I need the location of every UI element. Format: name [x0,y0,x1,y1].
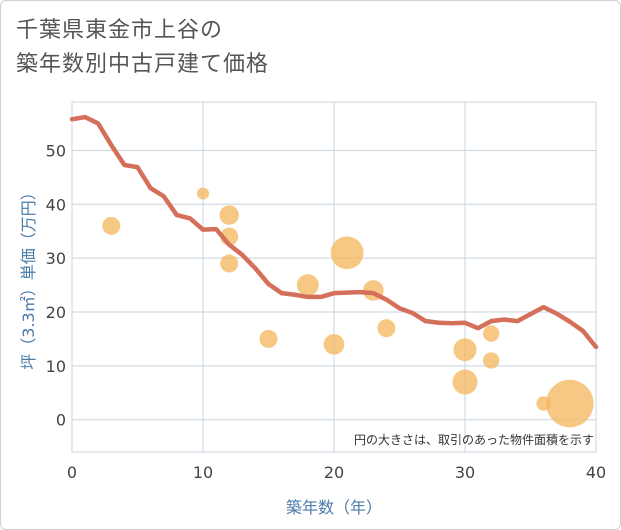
bubble-point [483,325,500,342]
chart-title-line2: 築年数別中古戸建て価格 [16,52,270,77]
y-axis-label: 坪（3.3㎡）単価（万円） [19,184,38,369]
bubble-point [220,254,239,273]
x-tick-label: 40 [586,463,606,482]
chart-title: 千葉県東金市上谷の 築年数別中古戸建て価格 [16,14,269,82]
x-tick-label: 10 [193,463,213,482]
bubble-point [453,338,477,362]
axis-ticks: 0 10 20 30 40 0 10 20 30 40 50 [46,141,607,482]
bubble-point [483,352,500,369]
y-tick-label: 0 [56,411,66,430]
bubble-point [219,205,239,225]
x-axis-label: 築年数（年） [286,498,382,517]
y-tick-label: 20 [46,303,66,322]
x-tick-label: 20 [324,463,344,482]
bubble-point [452,369,478,395]
bubble-point [102,216,121,235]
bubble-point [197,187,209,200]
average-line-layer [69,114,599,350]
bubble-point [296,274,319,297]
x-tick-label: 30 [455,463,475,482]
bubble-series [102,187,594,428]
bubble-point [546,379,594,428]
bubble-point [323,333,345,355]
y-tick-label: 50 [46,141,66,160]
y-tick-label: 40 [46,195,66,214]
x-tick-label: 0 [67,463,77,482]
bubble-size-note: 円の大きさは、取引のあった物件面積を示す [354,432,594,447]
bubble-point [377,319,396,338]
bubble-point [259,329,278,348]
bubble-point [330,236,364,270]
chart-title-line1: 千葉県東金市上谷の [16,18,224,43]
y-tick-label: 10 [46,357,66,376]
y-tick-label: 30 [46,249,66,268]
average-price-line [69,114,599,350]
